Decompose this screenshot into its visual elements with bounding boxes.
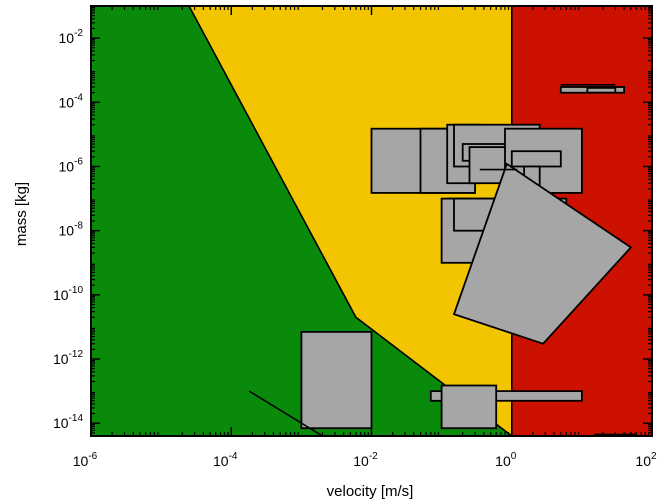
x-tick-label: 10-6 <box>73 451 98 469</box>
y-tick-label: 10-4 <box>59 92 84 110</box>
x-axis-label: velocity [m/s] <box>327 483 414 500</box>
x-tick-label: 100 <box>495 451 517 469</box>
y-axis-label: mass [kg] <box>13 182 30 246</box>
data-polygon <box>452 162 633 345</box>
region-green <box>91 6 512 436</box>
y-tick-label: 10-8 <box>59 221 84 239</box>
data-box <box>510 150 562 168</box>
axes: 10-6 10-4 10-2 100 102 10-14 10-12 10-10 10-8 10-… <box>53 5 657 469</box>
plot-area <box>91 5 652 437</box>
y-tick-label: 10-10 <box>53 285 83 303</box>
data-box <box>586 87 617 94</box>
y-tick-label: 10-12 <box>53 349 83 367</box>
x-tick-label: 102 <box>635 451 657 469</box>
y-tick-label: 10-2 <box>59 28 84 46</box>
data-line <box>248 390 323 437</box>
region-yellow <box>189 6 512 436</box>
x-tick-label: 10-2 <box>353 451 378 469</box>
x-tick-label: 10-4 <box>213 451 238 469</box>
data-box <box>300 330 373 430</box>
data-box <box>440 384 498 430</box>
y-tick-label: 10-6 <box>59 156 84 174</box>
data-box <box>429 390 583 402</box>
y-tick-label: 10-14 <box>53 413 83 431</box>
